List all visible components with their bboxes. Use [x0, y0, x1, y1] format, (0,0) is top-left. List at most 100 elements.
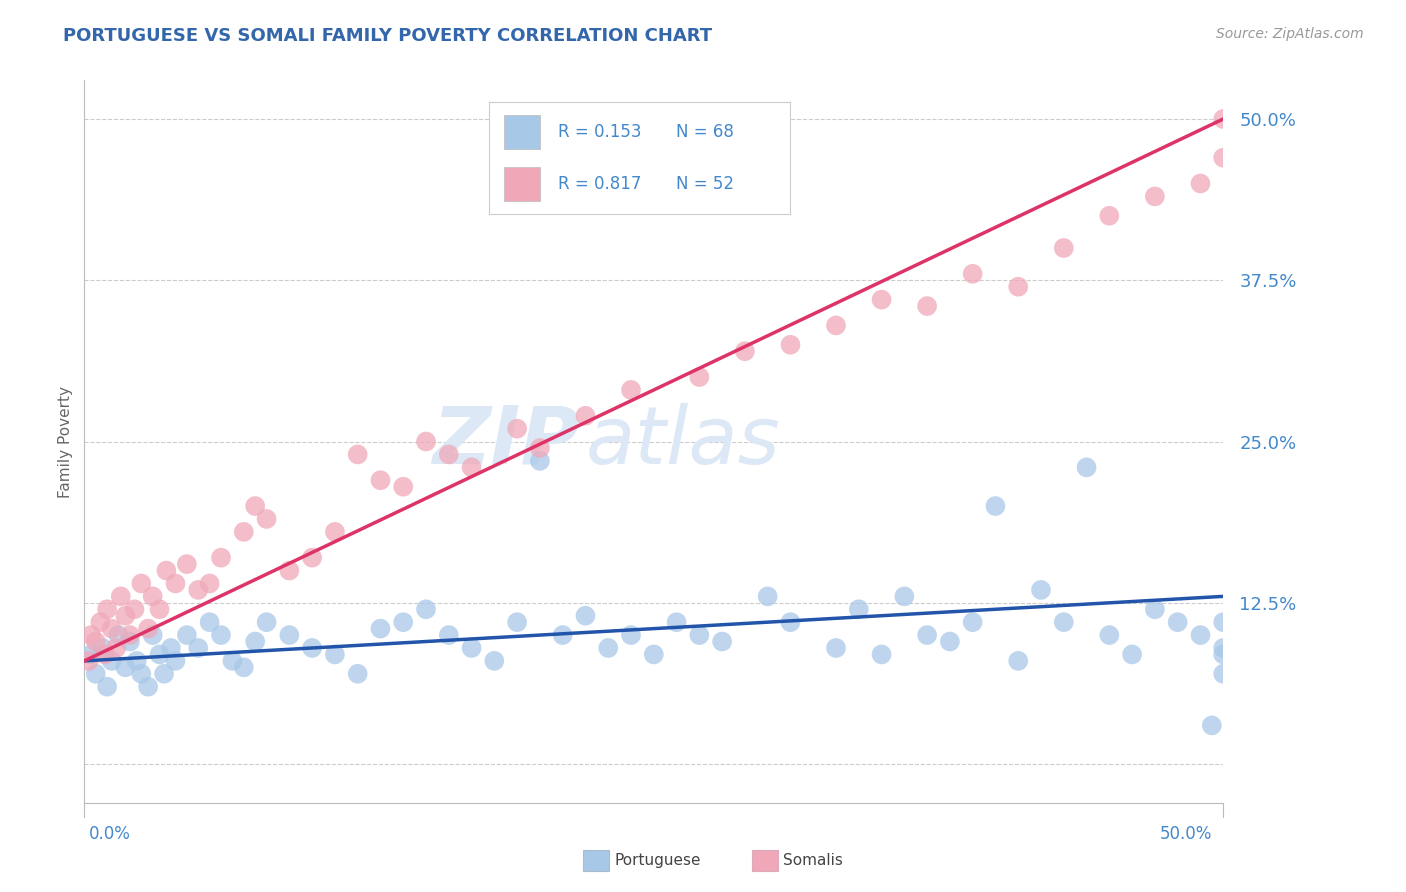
Point [598, 640, 620, 655]
Point [100, 654, 122, 668]
Point [131, 576, 153, 591]
Point [1098, 209, 1121, 223]
Point [107, 628, 129, 642]
Point [110, 590, 132, 604]
Point [124, 602, 146, 616]
Point [148, 602, 170, 616]
Point [506, 615, 529, 630]
Point [437, 628, 460, 642]
Point [155, 564, 177, 578]
Point [1167, 615, 1189, 630]
Point [142, 590, 165, 604]
Point [1098, 628, 1121, 642]
Point [323, 524, 346, 539]
Point [756, 590, 779, 604]
Point [278, 628, 301, 642]
Point [165, 576, 187, 591]
Point [187, 582, 209, 597]
Point [176, 557, 198, 571]
Point [370, 473, 392, 487]
Text: atlas: atlas [585, 402, 780, 481]
Point [131, 666, 153, 681]
Point [962, 615, 984, 630]
Point [711, 634, 734, 648]
Point [1053, 241, 1076, 255]
Point [209, 628, 232, 642]
Point [96, 602, 118, 616]
Point [187, 640, 209, 655]
Point [84, 666, 107, 681]
Point [105, 640, 128, 655]
Point [1007, 654, 1029, 668]
Point [80, 648, 103, 662]
Point [643, 648, 665, 662]
Point [392, 615, 415, 630]
Point [1076, 460, 1098, 475]
Point [939, 634, 962, 648]
Point [392, 480, 415, 494]
Point [529, 454, 551, 468]
Point [221, 654, 243, 668]
Point [100, 622, 122, 636]
Point [1212, 666, 1234, 681]
Point [984, 499, 1007, 513]
Point [77, 654, 100, 668]
Point [301, 550, 323, 565]
Point [136, 622, 159, 636]
Point [89, 615, 111, 630]
Point [1212, 112, 1234, 126]
Point [460, 460, 482, 475]
Text: PORTUGUESE VS SOMALI FAMILY POVERTY CORRELATION CHART: PORTUGUESE VS SOMALI FAMILY POVERTY CORR… [63, 27, 713, 45]
Point [256, 615, 278, 630]
Point [301, 640, 323, 655]
Point [688, 370, 710, 384]
Point [848, 602, 870, 616]
Point [1212, 151, 1234, 165]
Point [1029, 582, 1052, 597]
Text: Portuguese: Portuguese [614, 854, 702, 868]
Point [915, 299, 938, 313]
Point [1212, 648, 1234, 662]
Point [1053, 615, 1076, 630]
Point [148, 648, 170, 662]
Point [779, 615, 801, 630]
Point [125, 654, 148, 668]
Text: ZIP: ZIP [433, 402, 579, 481]
Point [1201, 718, 1223, 732]
Point [460, 640, 482, 655]
Point [80, 628, 103, 642]
Y-axis label: Family Poverty: Family Poverty [58, 385, 73, 498]
Point [1143, 189, 1166, 203]
Point [415, 434, 437, 449]
Text: 0.0%: 0.0% [89, 825, 131, 843]
Point [574, 409, 596, 423]
Point [1212, 615, 1234, 630]
Point [114, 660, 136, 674]
Text: Somalis: Somalis [783, 854, 844, 868]
Point [620, 628, 643, 642]
Point [136, 680, 159, 694]
Point [176, 628, 198, 642]
Point [870, 293, 893, 307]
Point [551, 628, 574, 642]
Point [232, 660, 254, 674]
Point [825, 318, 848, 333]
Point [620, 383, 643, 397]
Point [278, 564, 301, 578]
Point [323, 648, 346, 662]
Point [870, 648, 893, 662]
Point [574, 608, 596, 623]
Point [915, 628, 938, 642]
Point [1143, 602, 1166, 616]
Point [153, 666, 176, 681]
Point [893, 590, 915, 604]
Point [825, 640, 848, 655]
Point [779, 338, 801, 352]
Point [118, 634, 141, 648]
Point [160, 640, 183, 655]
Point [506, 422, 529, 436]
Point [232, 524, 254, 539]
Point [665, 615, 688, 630]
Point [114, 608, 136, 623]
Point [734, 344, 756, 359]
